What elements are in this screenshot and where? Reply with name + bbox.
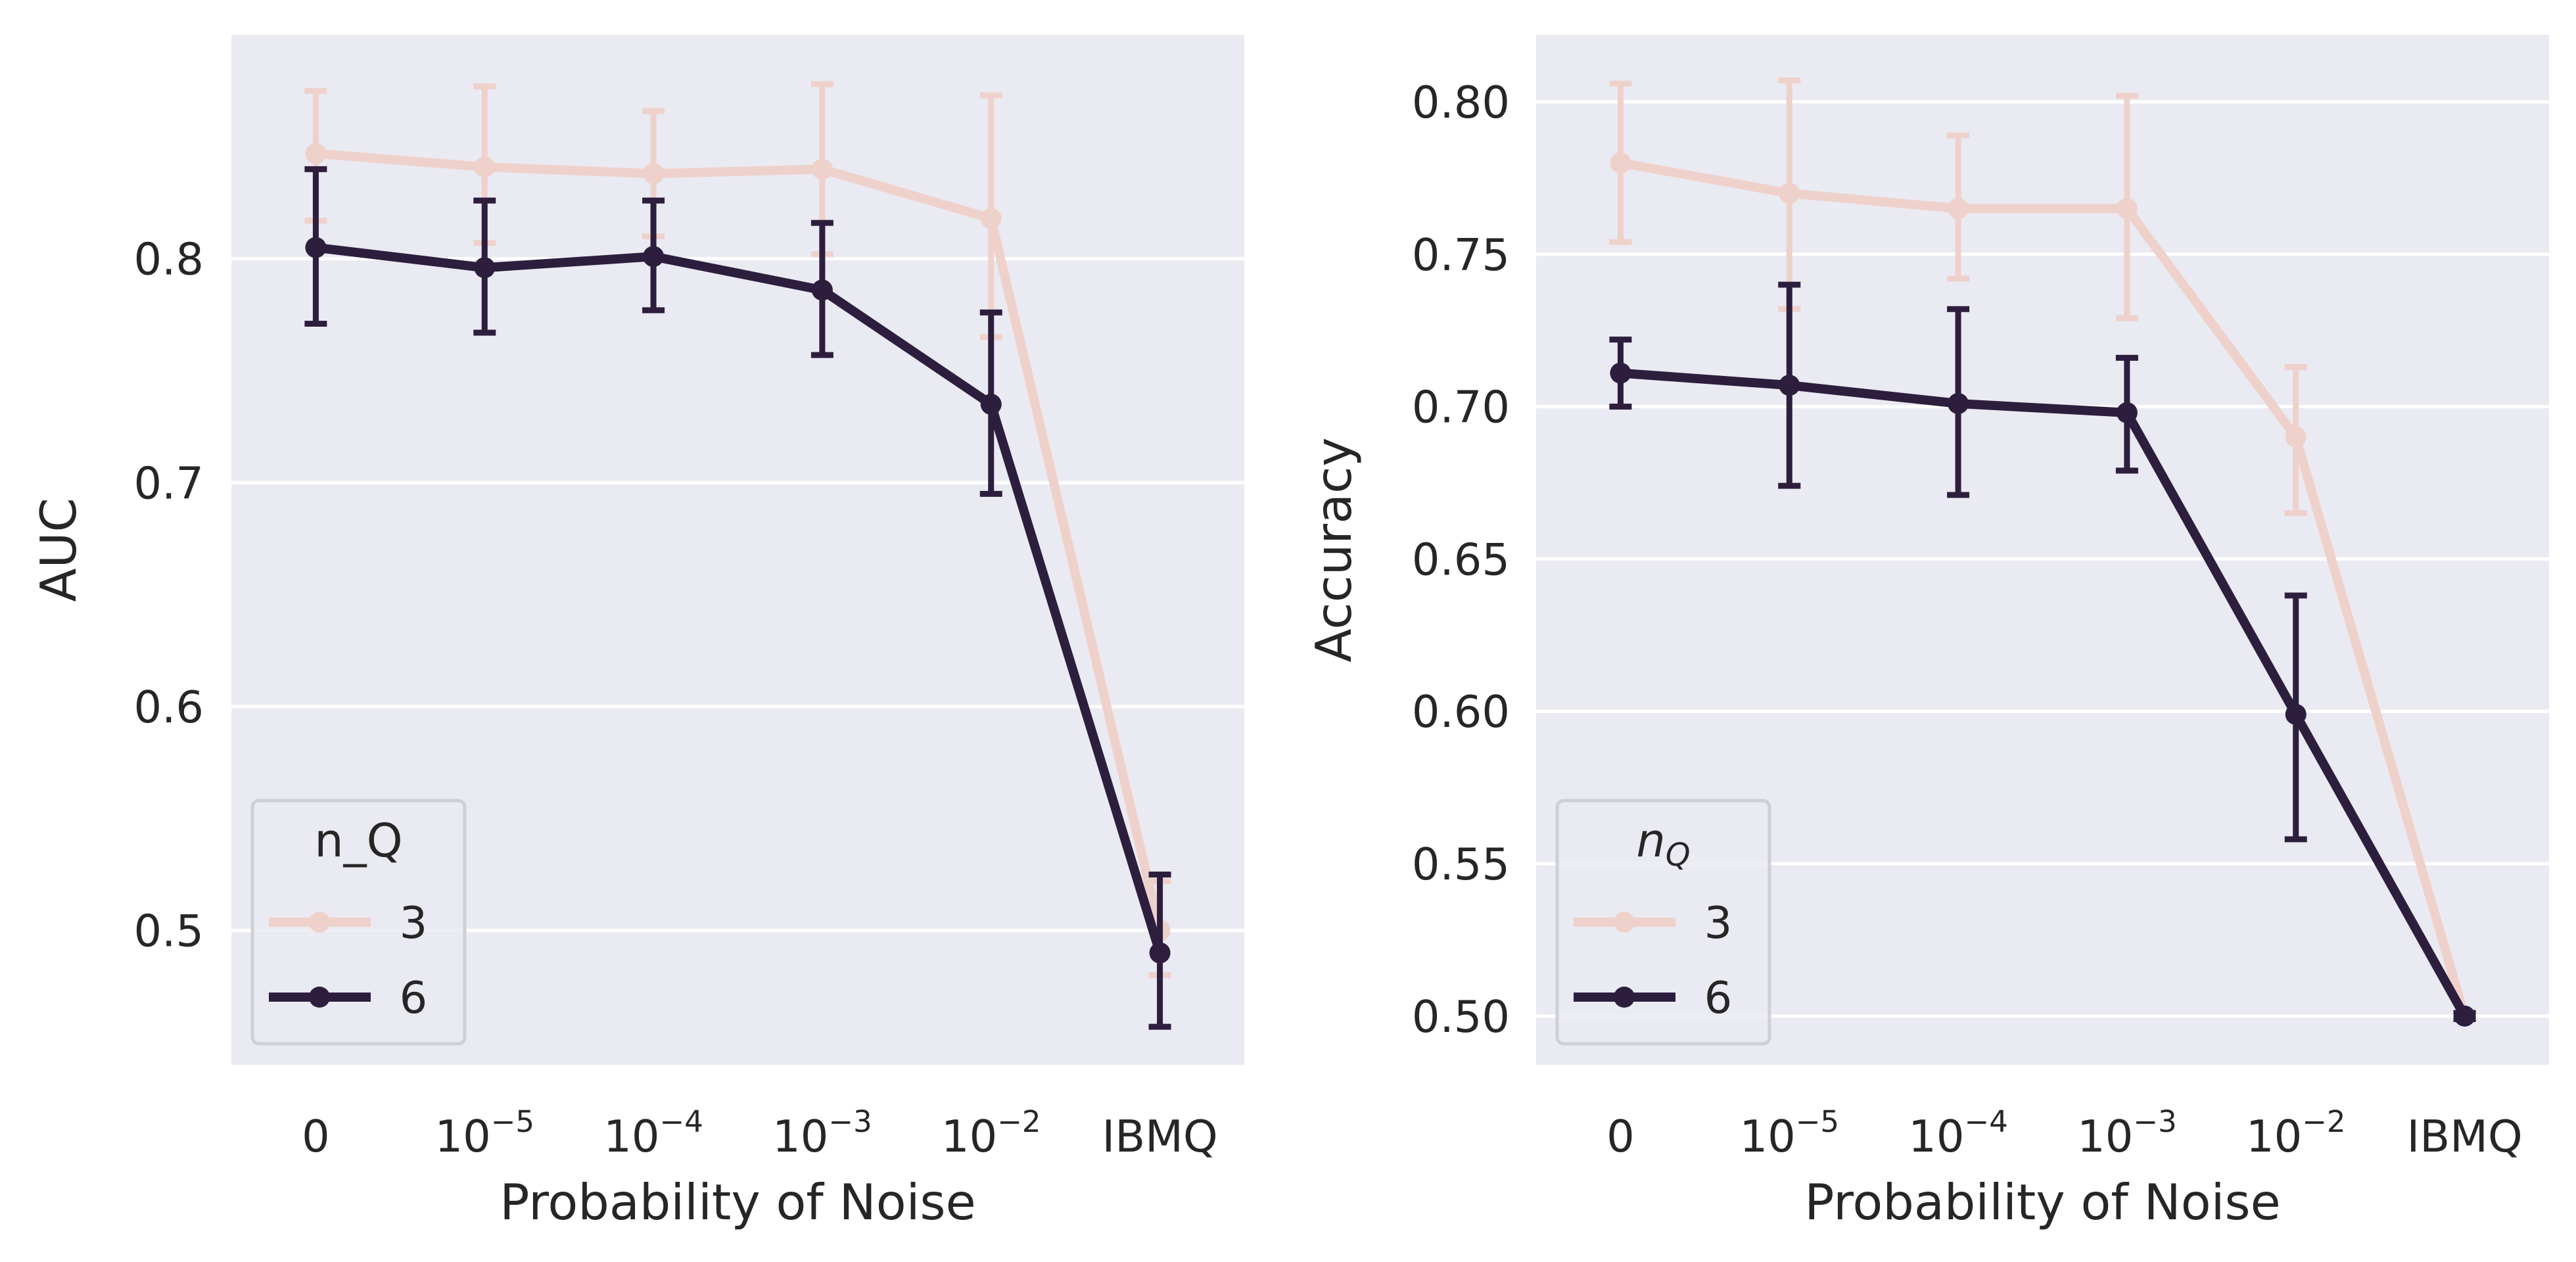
x-axis-label: Probability of Noise (500, 1173, 975, 1231)
y-tick-label: 0.6 (133, 682, 204, 733)
x-tick-label: 10−2 (2246, 1104, 2346, 1162)
legend-label: 6 (400, 972, 428, 1023)
x-tick-label: 10−3 (2077, 1104, 2177, 1162)
y-tick-label: 0.50 (1412, 991, 1510, 1042)
series-line (1620, 158, 2470, 1017)
data-point (1779, 183, 1800, 204)
data-point (1610, 152, 1631, 174)
x-tick-label: 0 (1606, 1111, 1635, 1162)
data-point (643, 246, 665, 268)
data-point (305, 143, 327, 164)
legend-title: nQ (1636, 814, 1690, 874)
y-axis-label: AUC (30, 498, 87, 602)
y-axis-label: Accuracy (1305, 437, 1363, 662)
series-line (1620, 368, 2469, 1019)
y-tick-label: 0.75 (1412, 229, 1510, 281)
y-tick-label: 0.80 (1412, 77, 1510, 128)
data-point (2285, 426, 2307, 448)
series-3 (1609, 78, 2476, 1027)
legend-label: 6 (1704, 972, 1733, 1023)
data-point (1610, 362, 1631, 384)
series-6 (304, 166, 1171, 1030)
x-tick-label: 10−5 (1739, 1104, 1839, 1162)
y-tick-label: 0.65 (1412, 534, 1510, 585)
x-axis-label: Probability of Noise (1804, 1173, 2280, 1231)
data-point (2285, 703, 2307, 725)
data-point (980, 208, 1002, 229)
legend-marker (1614, 912, 1635, 933)
data-point (1948, 198, 1969, 220)
subplot-left: 0.5 0.6 0.7 0.8 0 10−5 10−4 10−3 10−2 IBMQ Probabi… (30, 35, 1244, 1231)
data-point (1948, 392, 1969, 414)
y-tick-label: 0.5 (133, 906, 204, 957)
x-tick-label: 10−5 (434, 1104, 534, 1162)
y-tick-label: 0.8 (133, 234, 204, 285)
data-point (1779, 375, 1800, 396)
series-line (315, 243, 1165, 954)
x-tick-label: IBMQ (2406, 1111, 2522, 1162)
legend-label: 3 (400, 897, 428, 948)
x-tick-label: 10−3 (772, 1104, 872, 1162)
subplot-right: 0.50 0.55 0.60 0.65 0.70 0.75 0.80 0 10−5 10−4 10−… (1305, 35, 2549, 1231)
legend: nQ 3 6 (1555, 799, 1771, 1046)
x-tick-label: 0 (302, 1111, 330, 1162)
legend-marker (309, 987, 330, 1008)
data-point (305, 237, 327, 258)
data-point (643, 163, 665, 185)
series-3 (304, 81, 1171, 979)
data-point (2454, 1005, 2475, 1027)
data-point (1149, 942, 1171, 964)
x-tick-label: 10−4 (1908, 1104, 2008, 1162)
legend: n_Q 3 6 (250, 799, 467, 1046)
legend-marker (1614, 987, 1635, 1008)
legend-label: 3 (1704, 897, 1733, 948)
data-point (980, 394, 1002, 415)
data-point (474, 156, 496, 177)
x-tick-label: 10−4 (603, 1104, 703, 1162)
series-6 (1609, 281, 2476, 1027)
legend-marker (309, 912, 330, 933)
data-point (2116, 402, 2138, 423)
series-line (315, 149, 1165, 932)
y-tick-label: 0.55 (1412, 839, 1510, 890)
legend-title: n_Q (314, 814, 402, 868)
data-point (811, 279, 833, 301)
x-tick-label: 10−2 (941, 1104, 1041, 1162)
data-point (2116, 198, 2138, 220)
y-tick-label: 0.7 (133, 457, 204, 509)
x-tick-label: IBMQ (1102, 1111, 1217, 1162)
data-point (811, 158, 833, 180)
y-tick-label: 0.70 (1412, 382, 1510, 433)
data-point (474, 257, 496, 279)
y-tick-label: 0.60 (1412, 686, 1510, 737)
